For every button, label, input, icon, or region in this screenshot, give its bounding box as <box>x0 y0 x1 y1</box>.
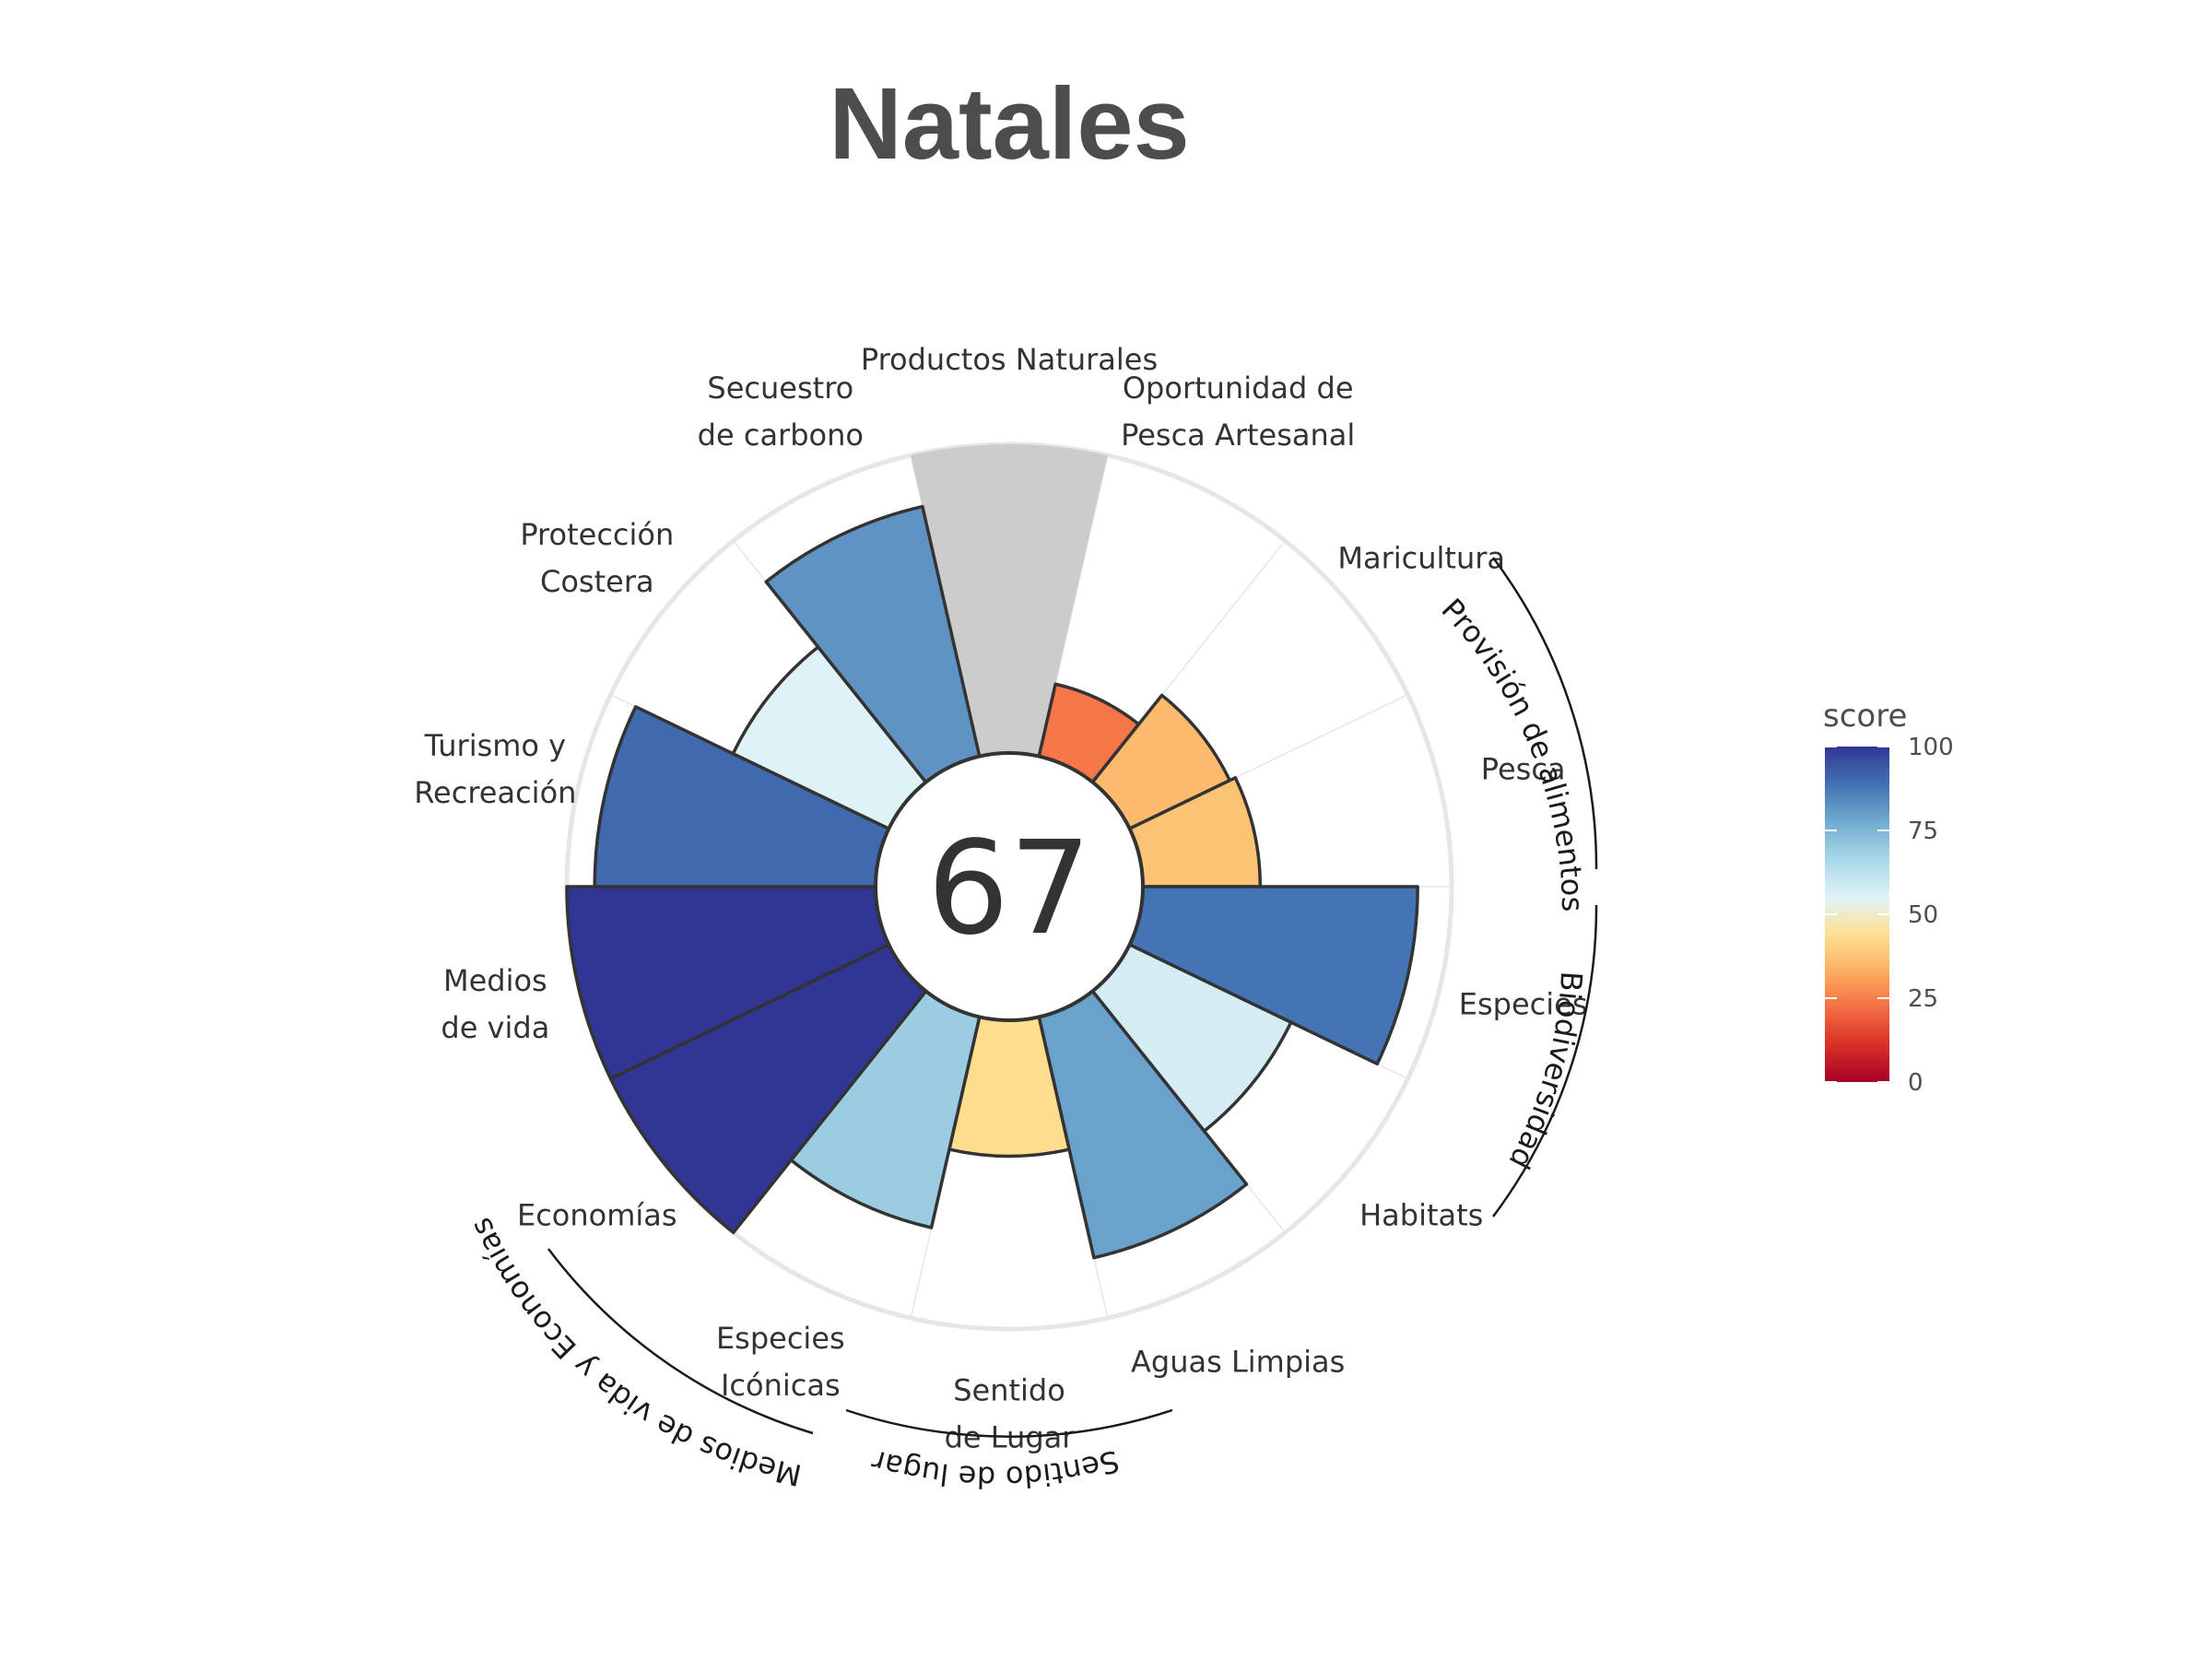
petal-label-line: Medios <box>443 963 547 998</box>
petal-label-11: Turismo y Recreación <box>414 728 576 810</box>
petal-label-line: Aguas Limpias <box>1131 1344 1345 1379</box>
chart-title: Natales <box>829 67 1189 181</box>
petal-label-9: Economías <box>517 1198 677 1233</box>
petal-label-line: Oportunidad de <box>1123 371 1354 406</box>
petal-label-line: Costera <box>540 564 654 599</box>
petal-label-line: Economías <box>517 1198 677 1233</box>
legend-title: score <box>1823 698 1907 735</box>
group-arc-provision <box>1491 557 1598 870</box>
petal-label-line: Habitats <box>1359 1198 1483 1233</box>
petal-label-line: Icónicas <box>721 1368 841 1403</box>
petal-label-line: Sentido <box>953 1373 1065 1408</box>
petal-label-12: Protección Costera <box>520 517 674 599</box>
legend-tick-label: 0 <box>1908 1069 1924 1097</box>
group-arc-sentido <box>845 1408 1173 1438</box>
petal-label-4: Especies <box>1459 986 1588 1021</box>
legend-tick-label: 50 <box>1908 901 1938 929</box>
petal-label-6: Aguas Limpias <box>1131 1344 1345 1379</box>
legend-tick-label: 75 <box>1908 818 1938 845</box>
petal-label-7: Sentido de Lugar <box>945 1373 1076 1455</box>
petal-label-line: Maricultura <box>1337 540 1505 575</box>
petal-label-line: Pesca Artesanal <box>1121 418 1355 453</box>
group-arcs <box>547 557 1598 1438</box>
group-arc-biodiversidad <box>1491 904 1598 1218</box>
petal-label-line: Especies <box>1459 986 1588 1021</box>
petals <box>565 444 1419 1260</box>
petal-label-line: Turismo y <box>424 728 567 763</box>
legend-tick-label: 25 <box>1908 985 1938 1013</box>
petal-label-2: Maricultura <box>1337 540 1505 575</box>
petal-label-line: Secuestro <box>707 371 853 406</box>
petal-label-line: de vida <box>441 1010 549 1045</box>
legend-tick-label: 100 <box>1908 734 1954 761</box>
center-circle <box>874 751 1145 1022</box>
petal-label-3: Pesca <box>1481 752 1566 787</box>
center-score: 67 <box>927 814 1091 964</box>
petal-label-13: Secuestro de carbono <box>698 371 864 453</box>
petal-label-1: Oportunidad de Pesca Artesanal <box>1121 371 1355 453</box>
legend-ticks: 0 25 50 75 100 <box>1825 734 1954 1097</box>
petal-label-8: Especies Icónicas <box>716 1321 845 1403</box>
petal-label-line: Productos Naturales <box>861 342 1158 377</box>
petal-label-10: Medios de vida <box>441 963 549 1045</box>
legend: score 0 25 50 75 100 <box>1823 698 1954 1097</box>
petal-label-line: Pesca <box>1481 752 1566 787</box>
petal-label-line: Recreación <box>414 775 576 810</box>
group-arc-medios <box>547 1248 814 1435</box>
petal-label-line: Especies <box>716 1321 845 1356</box>
petal-label-line: de carbono <box>698 418 864 453</box>
petal-label-5: Habitats <box>1359 1198 1483 1233</box>
petal-0 <box>911 444 1108 757</box>
petal-label-0: Productos Naturales <box>861 342 1158 377</box>
petal-label-line: Protección <box>520 517 674 552</box>
